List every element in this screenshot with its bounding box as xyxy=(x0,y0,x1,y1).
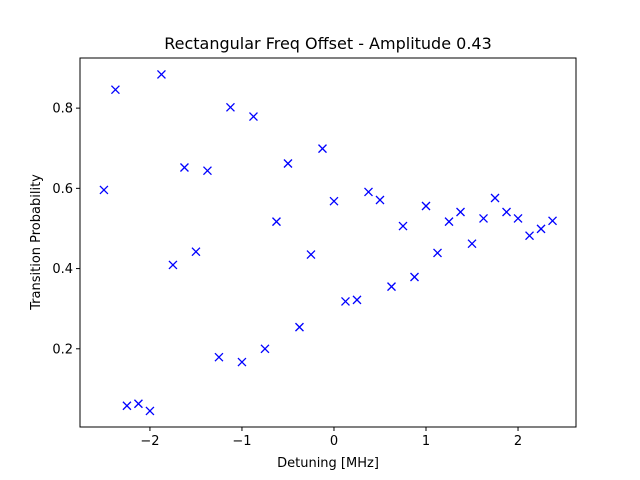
data-point-marker xyxy=(341,297,350,306)
data-point-marker xyxy=(295,322,304,332)
data-point-marker xyxy=(110,85,120,95)
data-point-marker xyxy=(479,213,488,223)
data-point-marker xyxy=(214,352,224,362)
data-point-marker xyxy=(225,102,235,112)
data-point-marker xyxy=(502,207,511,217)
data-point-marker xyxy=(272,217,281,227)
data-point-marker xyxy=(318,144,327,154)
data-point-marker xyxy=(156,69,166,79)
data-point-marker xyxy=(398,221,408,231)
data-point-marker xyxy=(364,187,373,197)
data-point-marker xyxy=(513,213,523,223)
data-point-marker xyxy=(375,195,385,205)
data-point-marker xyxy=(352,295,362,305)
data-point-marker xyxy=(536,224,546,234)
data-point-marker xyxy=(283,159,293,168)
data-point-marker xyxy=(202,166,212,176)
data-point-marker xyxy=(456,207,465,217)
data-point-marker xyxy=(168,260,178,270)
data-point-marker xyxy=(145,406,155,416)
y-tick-label: 0.2 xyxy=(52,342,73,357)
x-tick-label: 1 xyxy=(422,434,430,449)
x-tick-label: −2 xyxy=(140,434,159,449)
data-markers xyxy=(99,69,557,416)
data-point-marker xyxy=(410,272,419,282)
data-point-marker xyxy=(306,250,316,259)
x-tick-label: 0 xyxy=(330,434,338,449)
data-point-marker xyxy=(548,216,557,226)
plot-frame xyxy=(79,57,577,428)
y-axis-label: Transition Probability xyxy=(29,174,44,311)
y-tick-label: 0.6 xyxy=(52,182,73,197)
x-tick-label: 2 xyxy=(514,434,522,449)
chart-title: Rectangular Freq Offset - Amplitude 0.43 xyxy=(164,34,492,53)
data-point-marker xyxy=(329,196,339,206)
y-tick-label: 0.8 xyxy=(52,102,73,117)
data-point-marker xyxy=(260,344,270,354)
x-tick-label: −1 xyxy=(232,434,251,449)
data-point-marker xyxy=(99,185,109,195)
y-tick-label: 0.4 xyxy=(52,262,73,277)
data-point-marker xyxy=(133,399,143,409)
data-point-marker xyxy=(249,112,258,122)
data-point-marker xyxy=(122,401,132,411)
data-point-marker xyxy=(387,282,396,292)
y-axis-ticks: 0.2 0.4 0.6 0.8 xyxy=(52,102,80,357)
data-point-marker xyxy=(433,248,442,258)
x-axis-ticks: −2 −1 0 1 2 xyxy=(140,427,522,449)
data-point-marker xyxy=(467,239,477,249)
x-axis-label: Detuning [MHz] xyxy=(277,456,379,471)
data-point-marker xyxy=(179,163,189,172)
data-point-marker xyxy=(490,193,500,203)
data-point-marker xyxy=(191,247,201,257)
data-point-marker xyxy=(525,231,534,241)
data-point-marker xyxy=(237,357,247,367)
data-point-marker xyxy=(421,201,431,211)
data-point-marker xyxy=(444,217,454,227)
